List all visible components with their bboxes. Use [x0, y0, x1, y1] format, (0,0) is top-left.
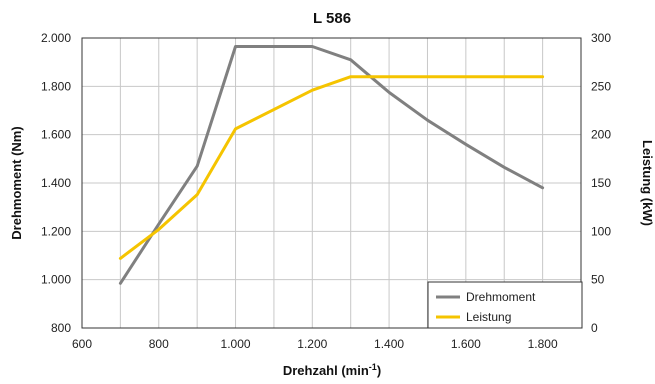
series-lines [118, 45, 545, 285]
y-left-tick-label: 1.800 [41, 79, 71, 93]
y-right-tick-label: 200 [591, 128, 611, 142]
legend-label-leistung: Leistung [466, 310, 511, 324]
x-tick-label: 1.400 [374, 337, 404, 351]
x-tick-label: 600 [72, 337, 92, 351]
x-tick-label: 800 [149, 337, 169, 351]
y-left-tick-label: 1.400 [41, 176, 71, 190]
x-axis-title: Drehzahl (min-1) [283, 362, 381, 378]
y-right-tick-label: 300 [591, 31, 611, 45]
y-left-axis-title: Drehmoment (Nm) [9, 126, 24, 239]
x-tick-label: 1.200 [297, 337, 327, 351]
x-tick-label: 1.800 [528, 337, 558, 351]
y-right-tick-label: 50 [591, 273, 605, 287]
y-left-tick-label: 800 [51, 321, 71, 335]
chart-title: L 586 [313, 10, 351, 27]
x-axis-ticks: 600 800 1.000 1.200 1.400 1.600 1.800 [72, 337, 558, 351]
y-left-axis-ticks: 800 1.000 1.200 1.400 1.600 1.800 2.000 [41, 31, 71, 335]
y-left-tick-label: 2.000 [41, 31, 71, 45]
y-right-tick-label: 150 [591, 176, 611, 190]
plot-frame [81, 37, 582, 329]
x-tick-label: 1.600 [451, 337, 481, 351]
legend-label-drehmoment: Drehmoment [466, 290, 536, 304]
x-tick-label: 1.000 [221, 337, 251, 351]
y-right-axis-title: Leistung (kW) [640, 140, 655, 226]
y-right-tick-label: 250 [591, 79, 611, 93]
y-right-tick-label: 0 [591, 321, 598, 335]
legend: Drehmoment Leistung [427, 281, 583, 329]
series-line-leistung [118, 75, 545, 260]
series-line-drehmoment [118, 45, 545, 285]
y-left-tick-label: 1.200 [41, 224, 71, 238]
y-right-axis-ticks: 0 50 100 150 200 250 300 [591, 31, 611, 335]
y-left-tick-label: 1.000 [41, 273, 71, 287]
grid [82, 38, 581, 328]
y-left-tick-label: 1.600 [41, 128, 71, 142]
legend-box [427, 281, 583, 329]
y-right-tick-label: 100 [591, 224, 611, 238]
